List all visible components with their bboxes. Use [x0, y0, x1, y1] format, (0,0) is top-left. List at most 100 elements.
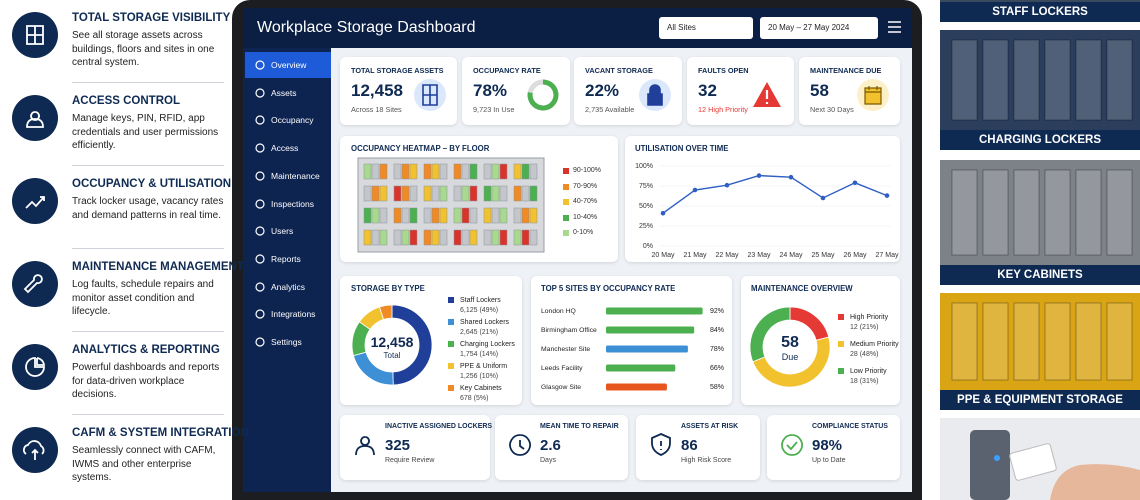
stat-icon	[355, 436, 375, 456]
donut-segment	[379, 304, 393, 320]
bar	[606, 326, 695, 334]
product-band	[940, 130, 1140, 150]
point	[724, 182, 730, 188]
photo-detail	[982, 169, 1009, 256]
nav-icon-shape	[255, 337, 265, 347]
value-label: 78%	[710, 346, 724, 353]
kpi-icon	[527, 79, 559, 111]
feature-icon	[12, 12, 58, 58]
photo-detail	[982, 302, 1009, 381]
legend-label: 40-70%	[573, 198, 598, 205]
room	[393, 163, 402, 180]
room	[461, 229, 470, 246]
feature-icon	[12, 427, 58, 473]
stat-glyph	[651, 433, 671, 456]
x-tick-label: 26 May	[844, 252, 867, 259]
room	[363, 185, 372, 202]
swatch	[563, 199, 569, 205]
room	[461, 207, 470, 224]
nav-item[interactable]	[245, 52, 331, 78]
feature-icon	[12, 344, 58, 390]
point	[820, 195, 826, 201]
feature-title: TOTAL STORAGE VISIBILITY	[72, 12, 231, 24]
photo-detail	[1044, 169, 1071, 256]
kpi-label: FAULTS OPEN	[698, 66, 749, 75]
room	[401, 185, 410, 202]
room	[513, 185, 522, 202]
kpi-label: VACANT STORAGE	[585, 66, 653, 75]
room	[423, 185, 432, 202]
nav-icon-shape	[255, 254, 265, 264]
icon-glyph	[23, 274, 43, 294]
nav-icon	[255, 198, 265, 209]
kpi-ring	[527, 79, 559, 111]
legend-label: 90-100%	[573, 167, 602, 174]
product-band	[940, 390, 1140, 410]
separator	[72, 165, 224, 166]
kpi-label: MAINTENANCE DUE	[810, 66, 882, 75]
date-range[interactable]: 20 May – 27 May 2024	[760, 17, 878, 39]
menu-icon[interactable]	[888, 21, 902, 33]
room	[499, 207, 508, 224]
feature-title: MAINTENANCE MANAGEMENT	[72, 261, 244, 273]
kpi-sub: Next 30 Days	[810, 105, 854, 114]
swatch	[563, 183, 569, 190]
room	[431, 207, 440, 224]
category-label: London HQ	[541, 308, 576, 315]
panel-title: MAINTENANCE OVERVIEW	[751, 284, 853, 293]
room	[401, 229, 410, 246]
nav-icon	[255, 281, 265, 292]
nav-label: Access	[271, 143, 299, 154]
photo-detail	[1013, 302, 1040, 381]
room	[409, 207, 418, 224]
room	[379, 207, 388, 224]
room	[379, 185, 388, 202]
nav-icon	[255, 171, 265, 181]
panel-title: STORAGE BY TYPE	[351, 284, 425, 293]
room	[513, 229, 522, 246]
nav-icon-shape	[255, 198, 265, 209]
feature-icon	[12, 95, 58, 141]
room	[521, 207, 530, 224]
feature-title: ACCESS CONTROL	[72, 95, 180, 107]
legend-label: Key Cabinets	[460, 385, 502, 392]
legend-swatch	[563, 183, 569, 190]
nav-icon	[255, 115, 265, 125]
nav-icon	[255, 143, 265, 153]
donut-total: 12,458	[370, 334, 414, 350]
room	[499, 185, 508, 202]
nav-label: Assets	[271, 87, 297, 98]
kpi-icon	[414, 79, 446, 111]
room	[491, 163, 500, 180]
product-band	[940, 2, 1140, 22]
feature-title: OCCUPANCY & UTILISATION	[72, 178, 232, 190]
x-tick-label: 20 May	[652, 252, 675, 259]
product-label: PPE & EQUIPMENT STORAGE	[957, 394, 1123, 406]
icon-glyph	[25, 357, 46, 377]
feature-icon	[12, 178, 58, 224]
value-label: 66%	[710, 365, 724, 372]
legend-label: Medium Priority	[850, 341, 899, 348]
kpi-sub: 9,723 In Use	[473, 105, 515, 114]
dashboard-title: Workplace Storage Dashboard	[257, 19, 476, 36]
legend-label: Staff Lockers	[460, 297, 501, 304]
legend-label: 0-10%	[573, 229, 594, 236]
stat-card card	[636, 415, 760, 480]
separator	[72, 82, 224, 83]
y-tick-label: 25%	[639, 223, 653, 230]
donut-total-label: Total	[383, 351, 401, 360]
room	[513, 207, 522, 224]
y-tick-label: 100%	[635, 163, 653, 170]
donut-segment	[749, 306, 791, 363]
room	[483, 185, 492, 202]
y-tick-label: 75%	[639, 183, 653, 190]
photo-detail	[1075, 302, 1102, 381]
nav-label: Settings	[271, 337, 302, 347]
site-filter[interactable]: All Sites	[659, 17, 753, 39]
kpi-glyph	[647, 84, 663, 106]
room	[393, 229, 402, 246]
value-label: 2,645 (21%)	[460, 329, 498, 336]
nav-label: Occupancy	[271, 115, 314, 126]
value-label: 12 (21%)	[850, 324, 878, 331]
legend-swatch	[838, 368, 844, 374]
